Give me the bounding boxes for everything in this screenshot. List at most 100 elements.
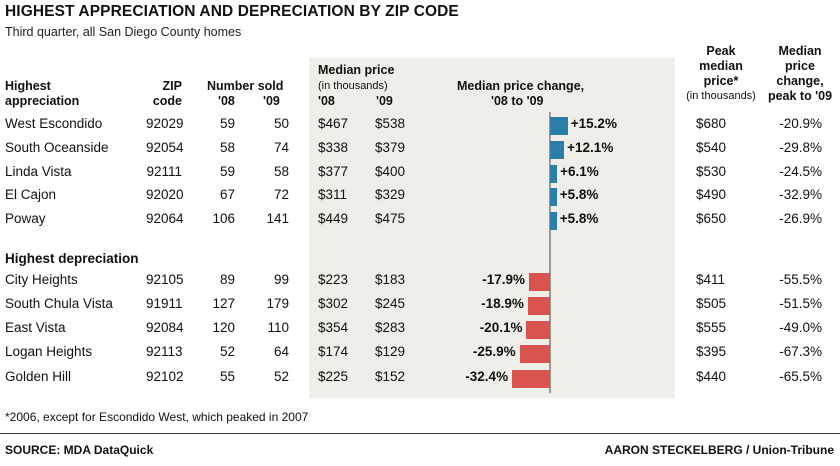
change-bar [526, 321, 550, 339]
zero-axis [549, 112, 551, 393]
row-sold-08: 89 [219, 272, 235, 287]
header-zip-line2: code [152, 94, 182, 108]
row-area-name: Linda Vista [5, 164, 72, 179]
row-peak-price: $490 [696, 187, 727, 202]
row-area-name: South Chula Vista [5, 296, 113, 311]
median-price-band [309, 58, 675, 398]
row-peak-price: $555 [696, 320, 727, 335]
change-label: -32.4% [465, 369, 509, 384]
change-label: +6.1% [560, 164, 599, 179]
row-zip-code: 92029 [146, 116, 184, 131]
row-peak-price: $440 [696, 369, 727, 384]
row-sold-09: 141 [266, 211, 289, 226]
header-median-units: (in thousands) [318, 80, 388, 92]
header-zip-line1: ZIP [162, 79, 182, 93]
row-price-09: $152 [375, 369, 406, 384]
row-area-name: West Escondido [5, 116, 103, 131]
header-peak: Peak median price* (in thousands) [682, 44, 760, 104]
row-peak-price: $505 [696, 296, 727, 311]
row-price-09: $400 [375, 164, 406, 179]
row-peak-change: -26.9% [779, 211, 822, 226]
row-sold-09: 74 [273, 140, 289, 155]
header-zip: ZIP code [146, 79, 182, 109]
header-pchg-line2: price [785, 59, 815, 73]
header-peak-line1: Peak [706, 44, 736, 58]
credit-text: AARON STECKELBERG / Union-Tribune [604, 443, 834, 457]
chart-title: HIGHEST APPRECIATION AND DEPRECIATION BY… [5, 3, 459, 20]
row-sold-09: 64 [273, 344, 289, 359]
row-peak-price: $540 [696, 140, 727, 155]
change-bar [550, 141, 565, 159]
header-peak-line4: (in thousands) [686, 90, 756, 102]
row-peak-change: -29.8% [779, 140, 822, 155]
row-sold-08: 59 [219, 116, 235, 131]
header-pchg-line1: Median [778, 44, 822, 58]
header-peak-line3: price* [703, 74, 739, 88]
row-price-08: $354 [318, 320, 349, 335]
row-peak-price: $530 [696, 164, 727, 179]
footnote: *2006, except for Escondido West, which … [5, 410, 309, 424]
row-sold-08: 120 [212, 320, 235, 335]
change-label: -20.1% [479, 320, 523, 335]
footer-rule [0, 433, 840, 434]
header-change-years: '08 to '09 [491, 94, 544, 108]
row-area-name: Golden Hill [5, 369, 72, 384]
row-price-08: $174 [318, 344, 349, 359]
row-sold-09: 72 [273, 187, 289, 202]
row-zip-code: 92102 [146, 369, 184, 384]
row-price-09: $538 [375, 116, 406, 131]
header-sold-09: '09 [263, 94, 280, 108]
header-peak-change: Median price change, peak to '09 [762, 44, 838, 104]
row-zip-code: 92105 [146, 272, 184, 287]
header-change: Median price change, [457, 79, 585, 93]
row-price-09: $245 [375, 296, 406, 311]
row-zip-code: 92064 [146, 211, 184, 226]
header-pchg-line3: change, [776, 74, 824, 88]
header-median-price: Median price [318, 63, 395, 77]
row-peak-change: -24.5% [779, 164, 822, 179]
row-sold-09: 99 [273, 272, 289, 287]
change-bar [519, 345, 550, 363]
row-area-name: Poway [5, 211, 46, 226]
change-bar [527, 297, 550, 315]
row-sold-08: 67 [219, 187, 235, 202]
header-area-line2: appreciation [5, 94, 80, 108]
row-sold-08: 52 [219, 344, 235, 359]
row-area-name: South Oceanside [5, 140, 109, 155]
header-median-09: '09 [376, 94, 393, 108]
change-bar [550, 117, 568, 135]
row-price-08: $302 [318, 296, 349, 311]
row-price-09: $379 [375, 140, 406, 155]
section-depreciation: Highest depreciation [5, 251, 139, 266]
change-bar [529, 273, 550, 291]
row-sold-09: 179 [266, 296, 289, 311]
row-zip-code: 92054 [146, 140, 184, 155]
row-sold-09: 52 [273, 369, 289, 384]
row-peak-change: -51.5% [779, 296, 822, 311]
row-sold-08: 127 [212, 296, 235, 311]
change-bar [550, 165, 558, 183]
row-peak-price: $411 [696, 272, 726, 287]
header-area-line1: Highest [5, 79, 51, 93]
chart-subtitle: Third quarter, all San Diego County home… [5, 25, 242, 39]
row-sold-09: 58 [273, 164, 289, 179]
change-label: +5.8% [559, 187, 599, 202]
row-peak-change: -32.9% [779, 187, 822, 202]
row-peak-change: -20.9% [779, 116, 822, 131]
row-price-08: $449 [318, 211, 349, 226]
row-price-09: $183 [375, 272, 406, 287]
row-sold-09: 110 [267, 320, 289, 335]
row-peak-price: $680 [696, 116, 727, 131]
row-price-09: $475 [375, 211, 406, 226]
row-sold-08: 58 [219, 140, 235, 155]
header-area: Highest appreciation [5, 79, 79, 109]
row-price-08: $223 [318, 272, 349, 287]
row-zip-code: 92113 [146, 344, 183, 359]
row-area-name: City Heights [5, 272, 78, 287]
row-area-name: El Cajon [5, 187, 57, 202]
row-price-09: $283 [375, 320, 406, 335]
change-label: +5.8% [559, 211, 599, 226]
row-sold-09: 50 [273, 116, 289, 131]
change-label: -17.9% [482, 272, 526, 287]
header-median-08: '08 [318, 94, 335, 108]
